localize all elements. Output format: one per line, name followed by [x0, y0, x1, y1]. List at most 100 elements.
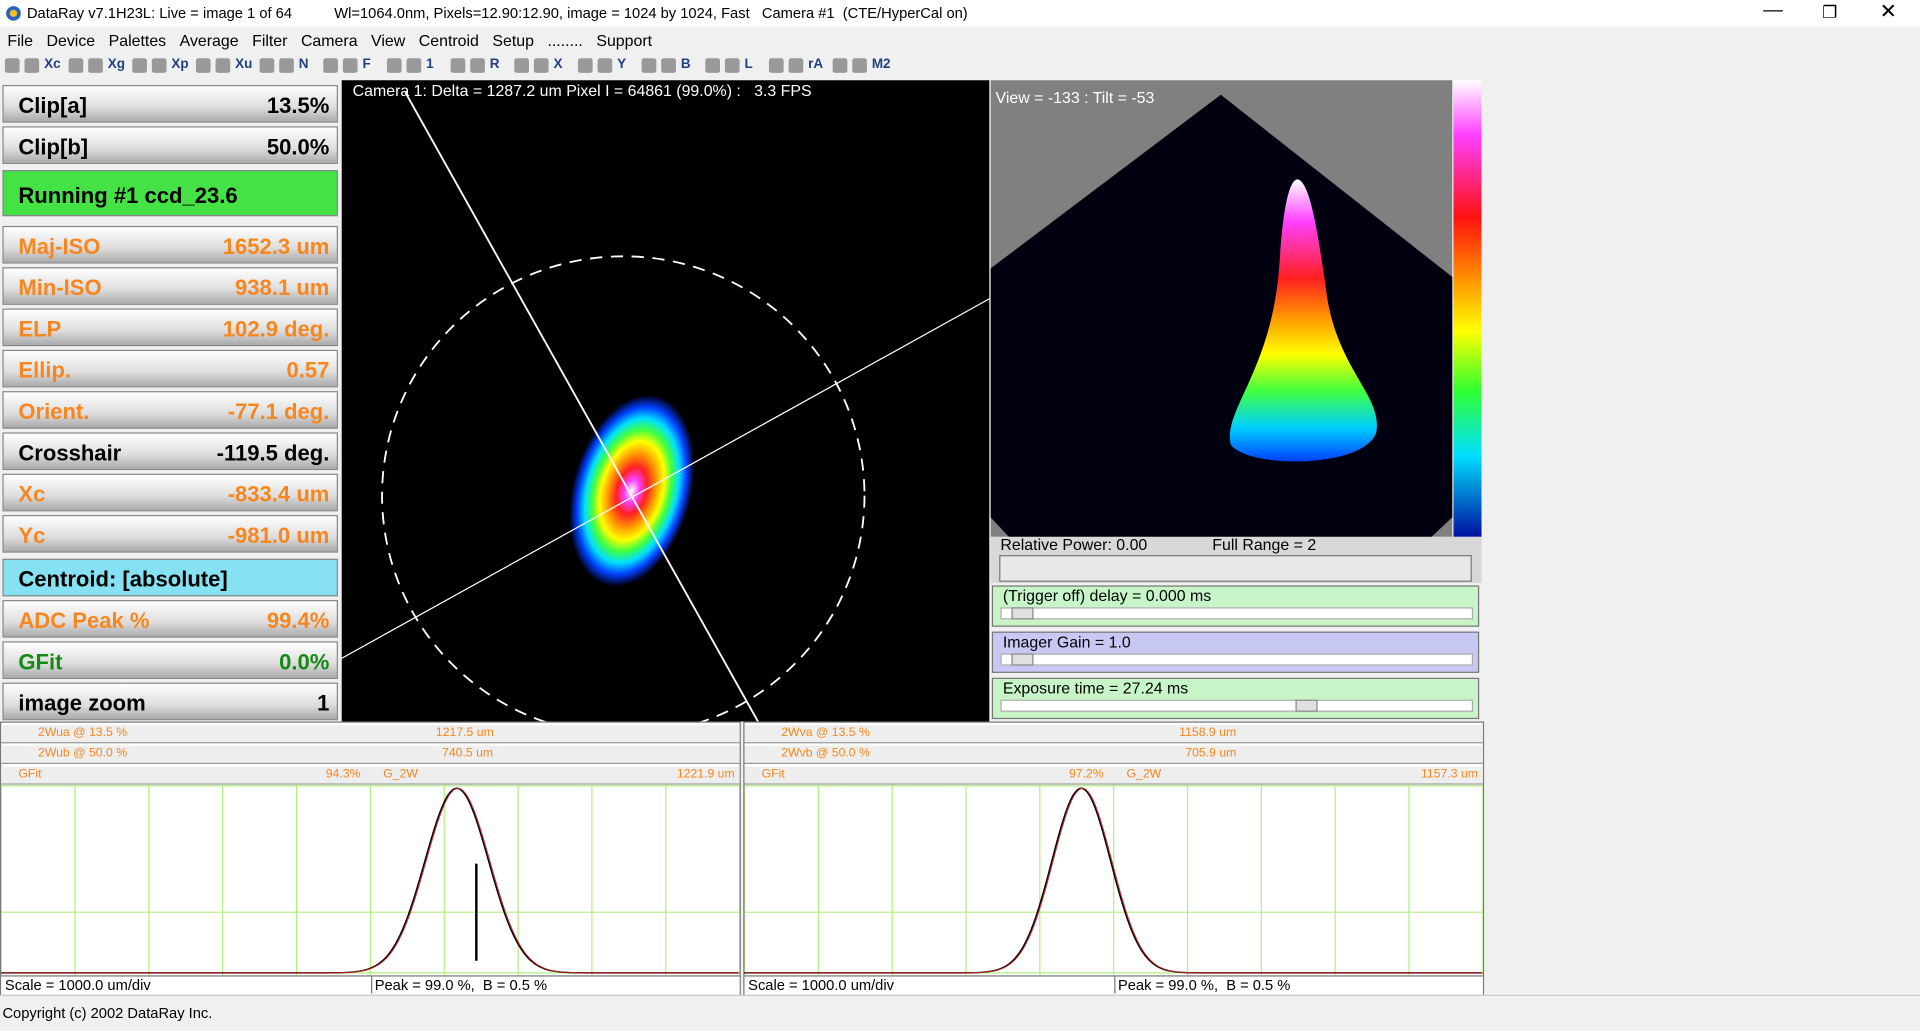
- menu-item[interactable]: File: [7, 31, 34, 50]
- menu-item[interactable]: Support: [596, 31, 653, 50]
- slider-thumb[interactable]: [1295, 699, 1318, 712]
- toolbar-button[interactable]: Y: [617, 57, 627, 72]
- slider-track[interactable]: [1000, 607, 1474, 620]
- menu-item[interactable]: View: [371, 31, 406, 50]
- row-value: 13.5%: [266, 93, 330, 118]
- toolbar-icon[interactable]: [832, 58, 848, 73]
- row-label: GFit: [18, 649, 63, 675]
- profile-field: 97.2%: [1068, 767, 1104, 782]
- toolbar-icon[interactable]: [450, 58, 466, 73]
- menu-item[interactable]: Filter: [252, 31, 288, 50]
- toolbar-icon[interactable]: [788, 58, 804, 73]
- profile-header: 2Wvb @ 50.0 % 705.9 um: [744, 745, 1483, 764]
- profile-field: GFit: [761, 767, 785, 782]
- restore[interactable]: ❐: [1822, 2, 1838, 22]
- minimize[interactable]: —: [1763, 0, 1783, 21]
- toolbar-button[interactable]: R: [489, 57, 500, 72]
- toolbar-icon[interactable]: [768, 58, 784, 73]
- toolbar-icon[interactable]: [470, 58, 485, 73]
- slider-label: Imager Gain = 1.0: [1002, 632, 1131, 652]
- title-bar: DataRay v7.1H23L: Live = image 1 of 64 W…: [0, 0, 1920, 27]
- menu-item[interactable]: ........: [547, 31, 583, 50]
- toolbar-icon[interactable]: [406, 58, 422, 73]
- menu-item[interactable]: Setup: [492, 31, 534, 50]
- toolbar-icon[interactable]: [4, 58, 20, 73]
- toolbar-icon[interactable]: [705, 58, 721, 73]
- app-icon: [6, 6, 21, 21]
- toolbar-button[interactable]: M2: [871, 57, 891, 72]
- menu-item[interactable]: Centroid: [418, 31, 479, 50]
- toolbar-button[interactable]: rA: [808, 57, 824, 72]
- toolbar-icon[interactable]: [342, 58, 358, 73]
- toolbar-button[interactable]: N: [298, 57, 309, 72]
- row-label: Centroid: [absolute]: [18, 567, 228, 592]
- result-row: Clip[a] 13.5%: [2, 85, 338, 123]
- row-label: Yc: [18, 523, 46, 548]
- toolbar-button[interactable]: Xu: [235, 57, 253, 72]
- toolbar-icon[interactable]: [661, 58, 676, 73]
- window-info: Wl=1064.0nm, Pixels=12.90:12.90, image =…: [334, 4, 968, 22]
- toolbar-icon[interactable]: [514, 58, 529, 73]
- slider-track[interactable]: [1000, 699, 1474, 712]
- toolbar-icon[interactable]: [597, 58, 613, 73]
- toolbar-icon[interactable]: [577, 58, 593, 73]
- slider-thumb[interactable]: [1011, 653, 1034, 666]
- toolbar-button[interactable]: L: [744, 57, 753, 72]
- toolbar-icon[interactable]: [323, 58, 338, 73]
- result-row: Orient. -77.1 deg.: [2, 391, 338, 429]
- row-value: 1: [317, 691, 330, 716]
- profile-field: 1221.9 um: [676, 767, 735, 782]
- toolbar-icon[interactable]: [852, 58, 867, 73]
- toolbar-icon[interactable]: [641, 58, 657, 73]
- toolbar-icon[interactable]: [386, 58, 402, 73]
- row-value: -981.0 um: [227, 523, 330, 548]
- toolbar-icon[interactable]: [88, 58, 103, 73]
- toolbar-icon[interactable]: [215, 58, 231, 73]
- toolbar-icon[interactable]: [24, 58, 40, 73]
- camera-view: Camera 1: Delta = 1287.2 um Pixel I = 64…: [341, 80, 990, 722]
- result-row: Yc -981.0 um: [2, 514, 338, 553]
- profile-peak: Peak = 99.0 %, B = 0.5 %: [371, 976, 547, 994]
- toolbar-icon[interactable]: [132, 58, 147, 73]
- camera-caption: Camera 1: Delta = 1287.2 um Pixel I = 64…: [353, 83, 812, 100]
- status-bar: Copyright (c) 2002 DataRay Inc.: [0, 994, 1920, 1031]
- profile-field: 1217.5 um: [435, 726, 494, 740]
- toolbar-icon[interactable]: [533, 58, 549, 73]
- row-label: Orient.: [18, 399, 90, 424]
- menu-item[interactable]: Palettes: [108, 31, 167, 50]
- toolbar-icon[interactable]: [724, 58, 740, 73]
- row-label: ELP: [18, 317, 62, 342]
- row-label: Ellip.: [18, 358, 72, 383]
- toolbar-button[interactable]: B: [680, 57, 691, 72]
- result-row: Min-ISO 938.1 um: [2, 267, 338, 305]
- toolbar-icon[interactable]: [195, 58, 211, 73]
- menu-bar: File Device Palettes Average Filter Camera Vie…: [7, 32, 665, 50]
- toolbar-icon[interactable]: [151, 58, 167, 73]
- toolbar-icon[interactable]: [279, 58, 294, 73]
- toolbar-button[interactable]: X: [553, 57, 563, 72]
- row-label: ADC Peak %: [18, 608, 150, 633]
- status-text: Copyright (c) 2002 DataRay Inc.: [2, 1004, 213, 1022]
- toolbar-button[interactable]: Xg: [107, 57, 125, 72]
- profile-field: 740.5 um: [442, 746, 494, 761]
- toolbar-button[interactable]: F: [362, 57, 371, 72]
- profile-field: 2Wua @ 13.5 %: [37, 726, 128, 740]
- toolbar-icon[interactable]: [259, 58, 275, 73]
- row-label: Min-ISO: [18, 275, 102, 301]
- profile-field: GFit: [18, 767, 42, 782]
- profile-header: GFit 97.2% G_2W 1157.3 um: [744, 766, 1483, 785]
- toolbar-button[interactable]: Xc: [44, 57, 61, 72]
- profile-field: G_2W: [1126, 767, 1162, 782]
- slider-thumb[interactable]: [1011, 607, 1034, 620]
- toolbar-button[interactable]: 1: [426, 57, 434, 72]
- menu-item[interactable]: Camera: [300, 31, 358, 50]
- menu-item[interactable]: Device: [46, 31, 96, 50]
- toolbar-button[interactable]: Xp: [171, 57, 189, 72]
- toolbar-icon[interactable]: [68, 58, 84, 73]
- slider-track[interactable]: [1000, 653, 1474, 666]
- result-row: Clip[b] 50.0%: [2, 126, 338, 164]
- menu-item[interactable]: Average: [179, 31, 239, 50]
- close[interactable]: ✕: [1879, 0, 1898, 24]
